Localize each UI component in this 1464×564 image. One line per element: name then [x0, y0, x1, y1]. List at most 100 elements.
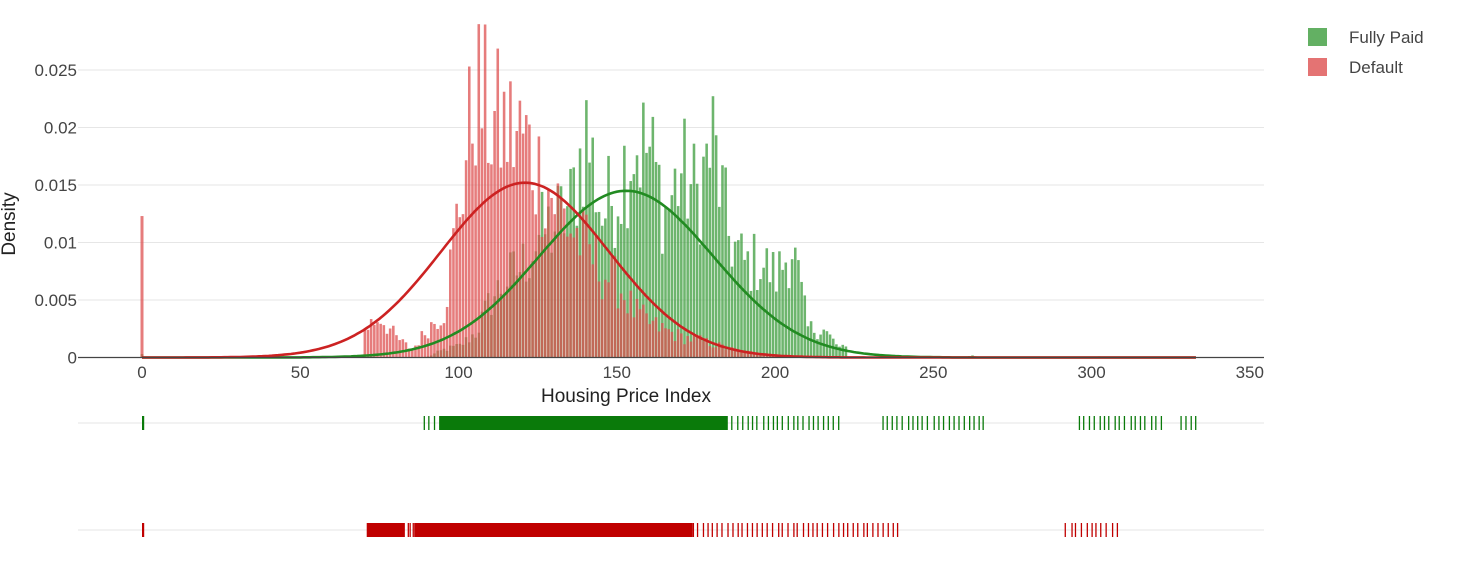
default-bar [632, 317, 636, 358]
x-tick-label: 0 [137, 363, 146, 382]
fully-paid-bar [835, 344, 838, 358]
default-bar [645, 313, 648, 358]
legend: Fully Paid Default [1308, 28, 1424, 77]
fully-paid-bar [819, 334, 822, 358]
fully-paid-bar [683, 118, 686, 358]
fully-paid-bar [768, 282, 772, 358]
default-bar [505, 161, 509, 358]
default-bar [705, 338, 708, 358]
default-bar [471, 143, 474, 358]
fully-paid-bar [695, 183, 699, 358]
default-bar [379, 323, 382, 358]
legend-swatch-default[interactable] [1308, 58, 1327, 76]
fully-paid-bar [737, 240, 740, 358]
y-tick-label: 0.02 [44, 119, 77, 138]
fully-paid-bar [816, 339, 819, 358]
fully-paid-bar [578, 148, 582, 358]
default-bar [515, 130, 519, 358]
default-bar [581, 209, 585, 358]
fully-paid-bar [670, 195, 674, 358]
default-bar [588, 244, 591, 358]
default-bar [496, 48, 500, 358]
default-bar [556, 183, 560, 358]
x-tick-label: 300 [1077, 363, 1105, 382]
fully-paid-bar [806, 326, 810, 358]
fully-paid-bar [733, 241, 737, 358]
default-bar [743, 352, 746, 358]
fully-paid-bar [765, 248, 769, 358]
fully-paid-bar [680, 173, 683, 358]
default-bar [140, 216, 144, 358]
default-bar [524, 115, 528, 358]
fully-paid-bar [775, 291, 778, 358]
default-bar [464, 160, 468, 358]
fully-paid-bar [702, 156, 705, 358]
default-bar [398, 340, 401, 358]
fully-paid-bar [724, 167, 727, 358]
fully-paid-bar [708, 167, 712, 358]
x-tick-label: 150 [603, 363, 631, 382]
fully-paid-bar [651, 116, 655, 358]
default-bar [401, 339, 405, 358]
grid-lines [78, 69, 1264, 301]
default-bar [600, 299, 604, 358]
default-bar [613, 256, 617, 358]
default-bar [597, 281, 601, 358]
y-axis-title: Density [0, 192, 20, 256]
default-bar [711, 347, 715, 358]
default-bar [543, 228, 547, 358]
fully-paid-bar [600, 225, 604, 358]
rug-band [142, 416, 145, 430]
fully-paid-bar [638, 187, 642, 358]
default-bar [727, 349, 731, 358]
default-bar [537, 136, 541, 358]
default-bar [730, 347, 734, 358]
default-bar [702, 341, 705, 358]
default-bar [388, 328, 392, 358]
fully-paid-bar [673, 168, 677, 358]
default-bar [648, 324, 651, 358]
default-bar [762, 354, 765, 358]
default-bar [455, 203, 458, 358]
fully-paid-bar [740, 233, 743, 358]
x-tick-label: 350 [1236, 363, 1264, 382]
default-bar [759, 354, 762, 358]
default-bar [661, 323, 664, 358]
legend-label-fully-paid[interactable]: Fully Paid [1349, 28, 1424, 47]
default-bar [623, 300, 626, 358]
default-bar [714, 347, 718, 358]
default-bar [591, 264, 594, 358]
default-bar [373, 324, 376, 358]
default-bar [737, 349, 740, 358]
default-bar [392, 325, 395, 358]
default-bar [654, 317, 658, 358]
default-bar [534, 214, 538, 358]
default-bar [756, 354, 759, 358]
fully-paid-bar [645, 152, 648, 358]
default-bar [616, 308, 620, 358]
fully-paid-bar [629, 181, 632, 358]
y-tick-label: 0.01 [44, 234, 77, 253]
default-bar [724, 349, 727, 358]
rug-band [366, 523, 405, 537]
x-tick-label: 250 [919, 363, 947, 382]
default-bar [461, 214, 465, 358]
rug-band [439, 416, 728, 430]
default-bar [430, 322, 433, 358]
default-bar [467, 66, 471, 358]
default-bar [642, 304, 645, 358]
default-bar [718, 342, 721, 358]
fully-paid-bar [756, 290, 759, 358]
legend-label-default[interactable]: Default [1349, 58, 1403, 77]
default-bar [474, 165, 477, 358]
default-bar [540, 236, 544, 358]
fully-paid-bar [727, 235, 731, 358]
y-axis-ticks: 0 0.005 0.01 0.015 0.02 0.025 [34, 61, 77, 368]
fully-paid-bar [800, 281, 803, 358]
default-bar [626, 313, 629, 358]
default-bar [395, 335, 398, 358]
default-bar [553, 214, 557, 358]
legend-swatch-fully-paid[interactable] [1308, 28, 1327, 46]
default-bar [449, 249, 452, 358]
